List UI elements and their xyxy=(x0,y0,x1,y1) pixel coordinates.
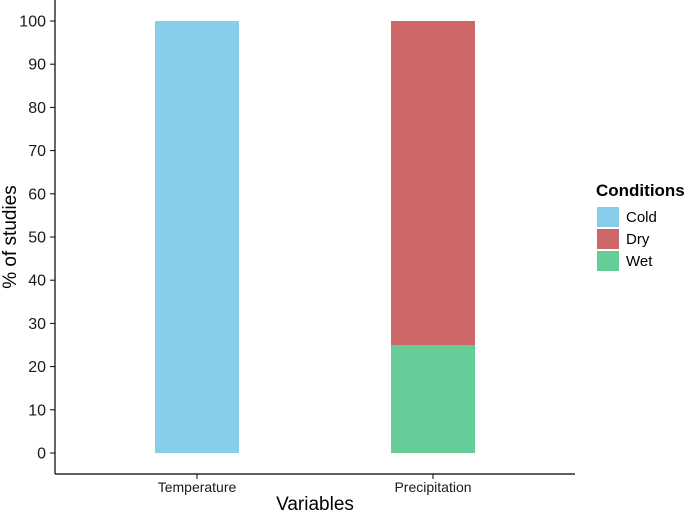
x-tick-label: Temperature xyxy=(158,479,237,495)
y-tick-label: 50 xyxy=(28,230,46,247)
legend-label-wet: Wet xyxy=(626,253,653,270)
y-tick-label: 90 xyxy=(28,57,46,74)
legend-swatch-wet xyxy=(597,251,619,271)
y-tick-label: 10 xyxy=(28,402,46,419)
y-tick-label: 40 xyxy=(28,273,46,290)
y-axis-ticks: 0 10 20 30 40 50 60 70 80 90 100 xyxy=(19,14,55,463)
y-tick-label: 100 xyxy=(19,14,46,31)
y-tick-label: 30 xyxy=(28,316,46,333)
legend: Conditions Cold Dry Wet xyxy=(596,181,685,271)
legend-swatch-cold xyxy=(597,207,619,227)
y-tick-label: 80 xyxy=(28,100,46,117)
legend-label-cold: Cold xyxy=(626,209,657,226)
y-tick-label: 0 xyxy=(37,446,46,463)
bar-temperature-cold xyxy=(155,21,239,453)
y-tick-label: 60 xyxy=(28,186,46,203)
x-tick-label: Precipitation xyxy=(394,479,471,495)
y-axis-title: % of studies xyxy=(0,185,21,289)
bar-precipitation-dry xyxy=(391,21,475,345)
legend-label-dry: Dry xyxy=(626,231,650,248)
legend-swatch-dry xyxy=(597,229,619,249)
x-axis-ticks: Temperature Precipitation xyxy=(158,474,472,495)
y-tick-label: 20 xyxy=(28,359,46,376)
bars-layer xyxy=(155,21,475,453)
bar-precipitation-wet xyxy=(391,345,475,453)
y-tick-label: 70 xyxy=(28,143,46,160)
legend-title: Conditions xyxy=(596,181,685,200)
x-axis-title: Variables xyxy=(276,494,354,512)
